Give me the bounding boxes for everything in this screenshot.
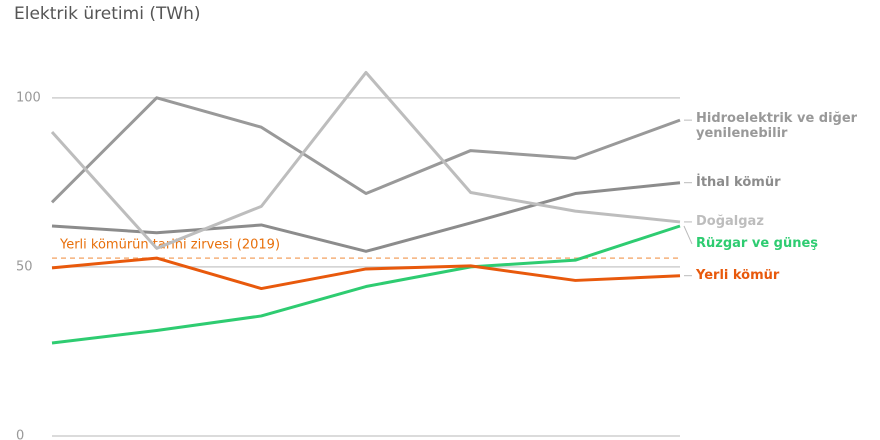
legend-label: Rüzgar ve güneş xyxy=(696,236,819,252)
series-line xyxy=(50,70,681,250)
series-line xyxy=(51,256,681,291)
label-leader xyxy=(683,225,693,245)
legend-label: İthal kömür xyxy=(696,175,781,191)
y-tick-label: 0 xyxy=(16,429,24,440)
y-tick-label: 50 xyxy=(16,259,33,274)
legend-label: Yerli kömür xyxy=(696,268,780,284)
annotation: Yerli kömürün tarihi zirvesi (2019) xyxy=(59,238,280,253)
y-tick-label: 100 xyxy=(16,90,41,105)
legend-label: Doğalgaz xyxy=(696,214,764,230)
chart-title: Elektrik üretimi (TWh) xyxy=(14,4,201,24)
series-line xyxy=(51,181,681,253)
series-line xyxy=(51,224,681,345)
series-line xyxy=(50,96,681,204)
legend-label: Hidroelektrik ve diğer yenilenebilir xyxy=(696,111,858,142)
